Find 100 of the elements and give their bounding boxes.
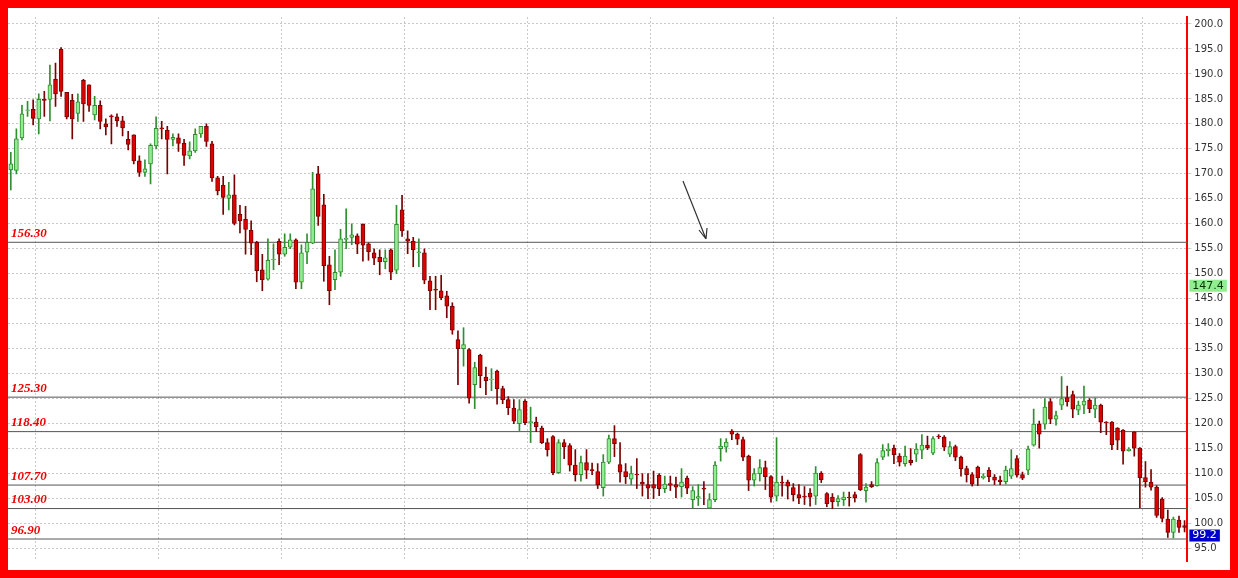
- y-tick-label: 195.0: [1194, 42, 1224, 54]
- candlestick: [869, 481, 874, 488]
- candlestick: [394, 205, 399, 275]
- candlestick: [204, 123, 209, 147]
- candlestick: [1171, 516, 1176, 539]
- candlestick: [634, 458, 640, 489]
- candlestick: [763, 460, 768, 490]
- candlestick: [796, 484, 802, 504]
- candlestick: [573, 449, 578, 482]
- candlestick: [176, 133, 181, 152]
- candlestick: [382, 249, 388, 270]
- candlestick: [148, 143, 153, 185]
- candlestick: [1031, 408, 1036, 447]
- candlestick: [997, 475, 1003, 485]
- candlestick: [338, 228, 343, 277]
- candlestick: [1115, 427, 1120, 450]
- candlestick: [226, 182, 232, 211]
- candlestick: [1008, 449, 1014, 479]
- y-tick-label: 200.0: [1194, 17, 1224, 29]
- candlestick: [517, 399, 522, 431]
- candlestick: [668, 475, 673, 491]
- candlestick: [232, 174, 237, 226]
- y-tick-label: 130.0: [1194, 367, 1224, 379]
- candlestick: [913, 443, 919, 462]
- candlestick: [489, 368, 494, 391]
- candlestick: [908, 448, 914, 466]
- candlestick: [651, 470, 656, 499]
- candlestick: [1103, 421, 1109, 435]
- candlestick: [701, 481, 707, 505]
- candlestick: [422, 248, 427, 285]
- candlestick: [271, 243, 276, 271]
- candlestick: [1154, 485, 1159, 518]
- candlestick: [774, 437, 779, 502]
- y-tick-label: 120.0: [1194, 417, 1224, 429]
- candlestick: [584, 449, 589, 479]
- candlestick: [556, 439, 561, 474]
- candlestick: [936, 434, 941, 439]
- y-tick-label: 175.0: [1194, 142, 1224, 154]
- candlestick: [612, 425, 617, 457]
- candlestick: [830, 493, 835, 509]
- candlestick: [310, 172, 315, 245]
- candlestick: [366, 242, 371, 261]
- candlestick: [595, 463, 601, 489]
- candlestick: [164, 126, 170, 175]
- candlestick: [790, 483, 796, 502]
- candlestick: [846, 491, 852, 507]
- y-tick-label: 185.0: [1194, 92, 1224, 104]
- candlestick: [405, 230, 410, 255]
- ref-line-label: 156.30: [11, 225, 48, 241]
- candlestick: [1087, 398, 1092, 413]
- candlestick: [623, 463, 628, 484]
- candlestick: [349, 223, 355, 246]
- candlestick: [746, 454, 751, 491]
- candlestick: [1020, 471, 1025, 480]
- y-tick-label: 150.0: [1194, 267, 1224, 279]
- candlestick: [841, 491, 846, 506]
- candlestick: [450, 302, 455, 335]
- candlestick: [1076, 400, 1081, 415]
- candlestick: [500, 385, 505, 404]
- candlestick: [779, 475, 785, 497]
- y-tick-label: 95.0: [1194, 542, 1217, 554]
- candlestick: [433, 275, 438, 311]
- candlestick: [1143, 461, 1148, 488]
- candlestick: [477, 353, 483, 388]
- y-tick-label: 170.0: [1194, 167, 1224, 179]
- ref-line-label: 96.90: [11, 521, 41, 537]
- candlestick: [718, 438, 723, 462]
- candlestick: [707, 493, 712, 509]
- candlestick: [327, 255, 332, 306]
- candlestick: [299, 244, 304, 290]
- candlestick: [897, 453, 902, 467]
- y-tick-label: 125.0: [1194, 392, 1224, 404]
- candlestick: [1048, 398, 1053, 424]
- candlestick: [64, 92, 70, 120]
- y-tick-label: 140.0: [1194, 317, 1224, 329]
- candlestick: [735, 432, 740, 445]
- candlestick: [858, 453, 863, 491]
- candlestick: [679, 468, 684, 498]
- candlestick: [343, 208, 349, 250]
- candlestick: [1059, 376, 1064, 410]
- y-tick-label: 155.0: [1194, 242, 1224, 254]
- candlestick: [416, 238, 422, 268]
- candlestick: [81, 79, 86, 122]
- candlestick: [1182, 520, 1187, 533]
- candlestick: [282, 233, 288, 257]
- candlestick: [355, 233, 360, 255]
- candlestick: [461, 327, 466, 367]
- candlestick: [981, 473, 986, 480]
- y-tick-label: 105.0: [1194, 492, 1224, 504]
- y-tick-label: 160.0: [1194, 217, 1224, 229]
- candlestick: [813, 466, 818, 505]
- candlestick: [377, 249, 383, 276]
- candlestick: [159, 121, 165, 140]
- ref-line-label: 125.30: [11, 380, 48, 396]
- y-tick-label: 100.0: [1194, 517, 1224, 529]
- text: 99.2: [1192, 528, 1217, 542]
- candlestick: [695, 484, 701, 506]
- candlestick: [8, 152, 14, 191]
- candlestick: [137, 155, 142, 177]
- candlestick: [925, 435, 930, 450]
